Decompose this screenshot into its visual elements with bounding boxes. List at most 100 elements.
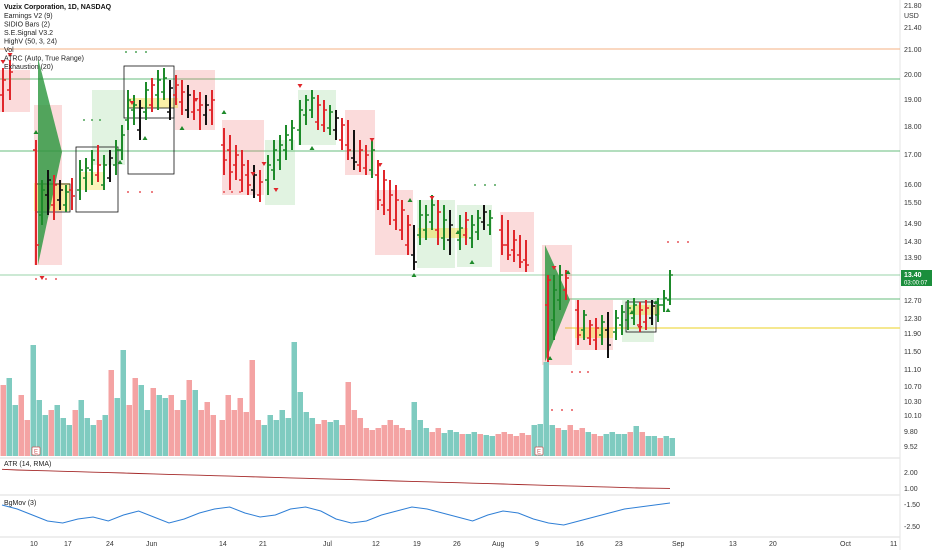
ohlc-bar: [557, 265, 563, 310]
signal-up-marker: [407, 198, 413, 202]
volume-bar: [555, 428, 561, 456]
ohlc-bar: [333, 110, 339, 140]
volume-bar: [621, 434, 627, 456]
volume-bar: [507, 434, 513, 456]
volume-bar: [327, 422, 333, 456]
ohlc-bar: [667, 270, 673, 305]
svg-text:E: E: [34, 450, 38, 456]
date-axis[interactable]: 10 17 24 Jun 14 21 Jul 12 19 26 Aug 9 16…: [30, 541, 897, 548]
signal-dot: [561, 409, 563, 411]
volume-bar: [339, 425, 345, 456]
volume-bar: [345, 382, 351, 456]
price-tick: 21.00: [904, 47, 922, 54]
ohlc-bar: [209, 90, 215, 125]
ohlc-bar: [487, 210, 493, 235]
ohlc-bar: [369, 140, 375, 178]
volume-bar: [645, 436, 651, 456]
ohlc-bar: [277, 135, 283, 170]
indicator-label[interactable]: HighV (50, 3, 24): [4, 39, 57, 46]
volume-bar: [192, 390, 198, 456]
indicator-label[interactable]: SIDIO Bars (2): [4, 22, 50, 29]
volume-bar: [36, 400, 42, 456]
date-tick: 13: [729, 541, 737, 548]
indicator-label[interactable]: S.E.Signal V3.2: [4, 30, 53, 37]
date-tick: 20: [769, 541, 777, 548]
ohlc-bar: [95, 145, 101, 182]
signal-up-marker: [469, 260, 475, 264]
signal-dot: [231, 191, 233, 193]
atr-tick: 2.00: [904, 470, 918, 477]
ohlc-bar: [63, 185, 69, 212]
ohlc-bar: [463, 212, 469, 245]
atr-label[interactable]: ATR (14, RMA): [4, 461, 51, 468]
price-tick: 9.52: [904, 444, 918, 451]
signal-down-marker: [551, 266, 557, 270]
ohlc-bar: [125, 90, 131, 130]
ohlc-bar: [435, 200, 441, 245]
ohlc-bar: [315, 95, 321, 130]
ohlc-bar: [51, 175, 57, 220]
ohlc-bar: [417, 200, 423, 245]
atr-tick: 1.00: [904, 486, 918, 493]
indicator-label[interactable]: ATRC (Auto, True Range): [4, 56, 84, 63]
earnings-marker[interactable]: E: [534, 446, 544, 456]
ohlc-bar: [649, 300, 655, 325]
volume-bar: [30, 345, 36, 456]
volume-bar: [273, 420, 279, 456]
ohlc-bar: [303, 95, 309, 125]
ohlc-bar: [39, 180, 45, 225]
volume-bar: [132, 378, 138, 456]
ohlc-bar: [599, 315, 605, 345]
volume-bar: [150, 388, 156, 456]
volume-bar: [657, 438, 663, 456]
bgmov-label[interactable]: BgMov (3): [4, 500, 36, 507]
volume-bar: [225, 395, 231, 456]
signal-down-marker: [250, 172, 256, 176]
volume-bar: [489, 436, 495, 456]
price-tick: 20.00: [904, 72, 922, 79]
ohlc-bar: [283, 125, 289, 160]
ohlc-bar: [89, 150, 95, 185]
signal-markers: [0, 51, 689, 411]
volume-bar: [393, 425, 399, 456]
indicator-label[interactable]: Earnings V2 (9): [4, 13, 53, 20]
zone-green: [92, 90, 125, 165]
signal-dot: [551, 409, 553, 411]
volume-bar: [309, 418, 315, 456]
volume-bar: [351, 410, 357, 456]
ohlc-bar: [411, 225, 417, 270]
volume-bar: [144, 410, 150, 456]
date-tick: 11: [890, 541, 897, 548]
price-axis[interactable]: 21.80 21.40 21.00 20.00 19.00 18.00 17.0…: [904, 3, 922, 451]
price-tick: 18.00: [904, 124, 922, 131]
price-tick: 16.00: [904, 182, 922, 189]
signal-down-marker: [0, 60, 6, 64]
volume-bar: [447, 430, 453, 456]
indicator-label[interactable]: Exhaustion (20): [4, 64, 53, 71]
volume-bar: [567, 425, 573, 456]
price-tick: 10.70: [904, 384, 922, 391]
ohlc-bar: [221, 128, 227, 175]
signal-dot: [687, 241, 689, 243]
date-tick: 23: [615, 541, 623, 548]
volume-bar: [591, 434, 597, 456]
ohlc-bar: [661, 290, 667, 312]
volume-bar: [597, 436, 603, 456]
volume-bar: [114, 398, 120, 456]
ohlc-bar: [457, 215, 463, 250]
earnings-marker[interactable]: E: [31, 446, 41, 456]
ohlc-bar: [625, 300, 631, 330]
date-tick: 16: [576, 541, 584, 548]
indicator-label[interactable]: Vol: [4, 47, 14, 54]
ohlc-bar: [101, 155, 107, 190]
ohlc-bar: [399, 200, 405, 240]
signal-up-marker: [653, 300, 659, 304]
symbol-title: Vuzix Corporation, 1D, NASDAQ: [4, 4, 112, 11]
price-tick: 9.80: [904, 429, 918, 436]
bgmov-tick: -2.50: [904, 524, 920, 531]
volume-bar: [579, 428, 585, 456]
signal-up-marker: [565, 270, 571, 274]
volume-bar: [477, 434, 483, 456]
zone-red: [375, 190, 413, 255]
